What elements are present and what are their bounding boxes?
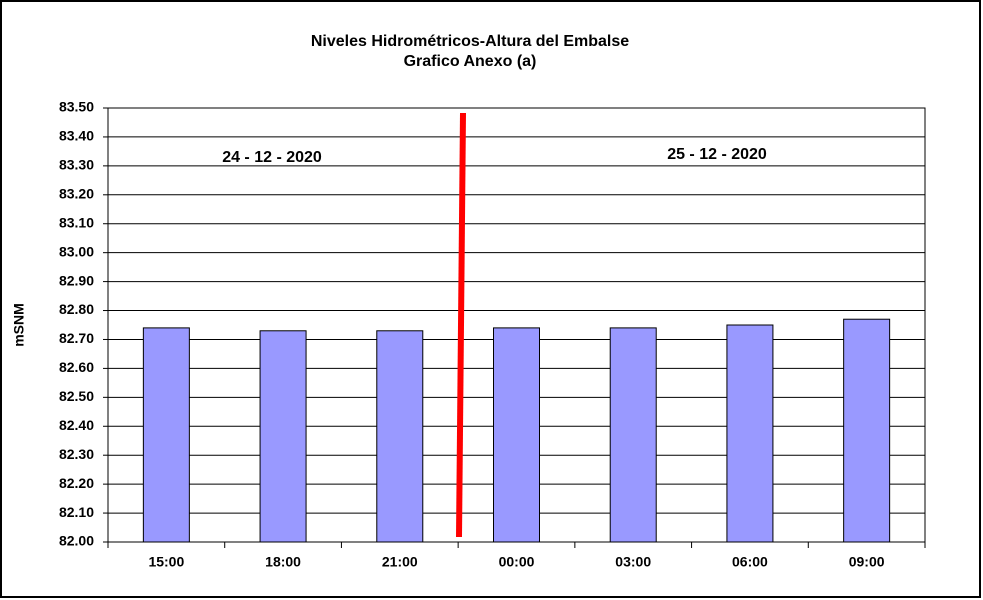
- day-separator: [456, 112, 466, 538]
- bar: [142, 327, 190, 543]
- x-tick-label: 21:00: [382, 554, 418, 570]
- y-tick-label: 82.80: [59, 301, 94, 317]
- y-tick-label: 82.30: [59, 446, 94, 462]
- chart-subtitle: Grafico Anexo (a): [404, 53, 537, 70]
- y-tick-label: 83.00: [59, 243, 94, 259]
- y-tick-label: 82.60: [59, 359, 94, 375]
- y-tick-label: 83.20: [59, 186, 94, 202]
- bar: [843, 318, 891, 543]
- y-tick-label: 83.50: [59, 99, 94, 115]
- y-tick-label: 82.00: [59, 533, 94, 549]
- bar: [493, 327, 540, 543]
- bar: [376, 330, 424, 543]
- y-tick-label: 82.70: [59, 330, 94, 346]
- y-tick-label: 83.30: [59, 157, 94, 173]
- y-axis-label: mSNM: [11, 303, 27, 347]
- x-tick-label: 15:00: [148, 554, 184, 570]
- annotation: 24 - 12 - 2020: [222, 149, 322, 166]
- y-tick-label: 83.40: [59, 128, 94, 144]
- chart-title: Niveles Hidrométricos-Altura del Embalse: [311, 33, 629, 50]
- x-tick-label: 06:00: [732, 554, 768, 570]
- x-tick-label: 09:00: [849, 554, 885, 570]
- y-tick-label: 82.20: [59, 475, 94, 491]
- bar: [259, 330, 307, 543]
- y-tick-label: 82.90: [59, 272, 94, 288]
- bar: [726, 324, 774, 543]
- y-tick-label: 82.50: [59, 388, 94, 404]
- x-tick-label: 18:00: [265, 554, 301, 570]
- bar: [609, 327, 657, 543]
- x-tick-label: 00:00: [499, 554, 535, 570]
- y-tick-label: 82.10: [59, 504, 94, 520]
- y-tick-label: 83.10: [59, 214, 94, 230]
- x-tick-label: 03:00: [615, 554, 651, 570]
- y-tick-label: 82.40: [59, 417, 94, 433]
- annotation: 25 - 12 - 2020: [667, 146, 767, 163]
